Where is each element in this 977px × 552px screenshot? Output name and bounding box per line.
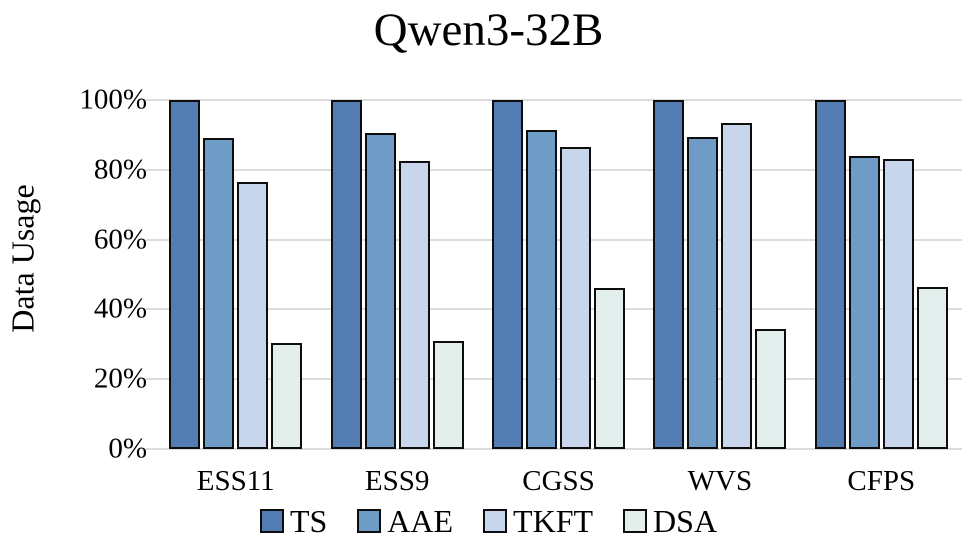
bar-ess11-dsa — [271, 342, 303, 449]
y-axis-tick-label: 60% — [93, 223, 147, 256]
bar-wvs-aae — [687, 136, 719, 449]
bar-ess11-tkft — [237, 182, 269, 449]
bar-wvs-tkft — [721, 122, 753, 449]
bar-cgss-aae — [526, 129, 557, 449]
bar-ess11-ts — [169, 100, 201, 449]
legend-label: DSA — [653, 503, 718, 539]
bar-ess11-aae — [203, 138, 235, 449]
bar-ess9-tkft — [398, 161, 430, 449]
bar-cgss-dsa — [594, 288, 625, 449]
y-axis-tick-label: 0% — [108, 432, 147, 465]
x-axis-category-label: ESS9 — [364, 465, 430, 497]
y-axis-tick-label: 20% — [93, 362, 147, 395]
y-axis-tick-label: 100% — [79, 83, 147, 116]
x-axis-category-label: CGSS — [522, 465, 595, 497]
bar-ess9-dsa — [432, 340, 464, 449]
legend-swatch-icon — [623, 509, 648, 533]
legend-swatch-icon — [357, 509, 382, 533]
bar-cfps-ts — [814, 100, 846, 449]
x-axis-category-label: CFPS — [847, 465, 916, 497]
bar-wvs-ts — [653, 100, 685, 449]
bar-wvs-dsa — [755, 328, 787, 449]
legend-label: AAE — [387, 503, 454, 539]
legend: TS AAE TKFT DSA — [0, 503, 977, 539]
bar-ess9-ts — [330, 100, 362, 449]
bar-cgss-tkft — [560, 147, 591, 449]
legend-item-dsa: DSA — [623, 503, 717, 539]
x-axis-category-label: WVS — [687, 465, 753, 497]
legend-label: TS — [289, 503, 328, 539]
bar-cgss-ts — [492, 100, 523, 449]
legend-item-ts: TS — [259, 503, 328, 539]
gridline — [146, 99, 962, 101]
x-axis-category-label: ESS11 — [196, 465, 275, 497]
legend-item-aae: AAE — [357, 503, 453, 539]
chart-title: Qwen3-32B — [373, 4, 604, 56]
bar-ess9-aae — [364, 133, 396, 449]
bar-cfps-dsa — [916, 286, 948, 449]
y-axis-tick-label: 40% — [93, 292, 147, 325]
legend-swatch-icon — [259, 509, 284, 533]
bar-cfps-tkft — [882, 159, 914, 449]
legend-swatch-icon — [483, 509, 508, 533]
legend-item-tkft: TKFT — [483, 503, 593, 539]
y-axis-tick-label: 80% — [93, 153, 147, 186]
bar-cfps-aae — [848, 155, 880, 449]
gridline — [146, 448, 962, 450]
legend-label: TKFT — [513, 503, 594, 539]
